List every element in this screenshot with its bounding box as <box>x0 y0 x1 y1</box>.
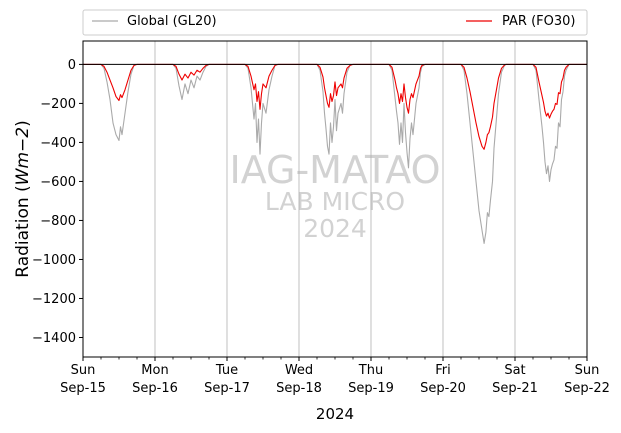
y-axis-title-math: Wm−2 <box>13 127 33 185</box>
x-tick-day-5: Fri <box>435 363 451 378</box>
x-tick-date-3: Sep-18 <box>276 381 322 396</box>
x-axis-title: 2024 <box>316 405 354 423</box>
y-tick-label-4: −800 <box>40 214 76 229</box>
x-tick-day-4: Thu <box>358 363 383 378</box>
x-tick-date-1: Sep-16 <box>132 381 178 396</box>
x-tick-date-6: Sep-21 <box>492 381 538 396</box>
x-axis: Sun Sep-15 Mon Sep-16 Tue Sep-17 Wed Sep-18 Thu S… <box>60 357 610 396</box>
x-tick-day-7: Sun <box>575 363 600 378</box>
y-tick-label-6: −1200 <box>32 292 76 307</box>
x-tick-day-1: Mon <box>141 363 168 378</box>
y-axis: 0 −200 −400 −600 −800 −1000 −1200 −1400 <box>32 58 83 346</box>
legend-label-global: Global (GL20) <box>127 14 217 29</box>
gridlines <box>154 41 516 357</box>
y-tick-label-7: −1400 <box>32 331 76 346</box>
watermark-line2: LAB MICRO <box>265 187 405 216</box>
watermark-line3: 2024 <box>303 214 367 243</box>
x-tick-date-7: Sep-22 <box>564 381 610 396</box>
x-tick-date-4: Sep-19 <box>348 381 394 396</box>
x-tick-day-2: Tue <box>215 363 238 378</box>
watermark-line1: IAG-MATAO <box>229 148 440 192</box>
watermark: IAG-MATAO LAB MICRO 2024 <box>229 148 440 243</box>
x-tick-date-5: Sep-20 <box>420 381 466 396</box>
y-axis-title-close: ) <box>13 120 33 127</box>
legend-label-par: PAR (FO30) <box>502 14 575 29</box>
y-tick-label-5: −1000 <box>32 253 76 268</box>
x-tick-date-2: Sep-17 <box>204 381 250 396</box>
x-tick-date-0: Sep-15 <box>60 381 106 396</box>
x-tick-day-0: Sun <box>71 363 96 378</box>
legend: Global (GL20) PAR (FO30) <box>82 9 588 36</box>
y-tick-label-2: −400 <box>40 136 76 151</box>
y-axis-title: Radiation (Wm−2) <box>13 120 33 277</box>
legend-frame <box>82 9 588 36</box>
y-tick-label-0: 0 <box>68 58 76 73</box>
y-tick-label-1: −200 <box>40 97 76 112</box>
y-tick-label-3: −600 <box>40 175 76 190</box>
y-axis-title-main: Radiation ( <box>13 185 33 277</box>
x-tick-day-3: Wed <box>285 363 313 378</box>
x-tick-day-6: Sat <box>504 363 525 378</box>
